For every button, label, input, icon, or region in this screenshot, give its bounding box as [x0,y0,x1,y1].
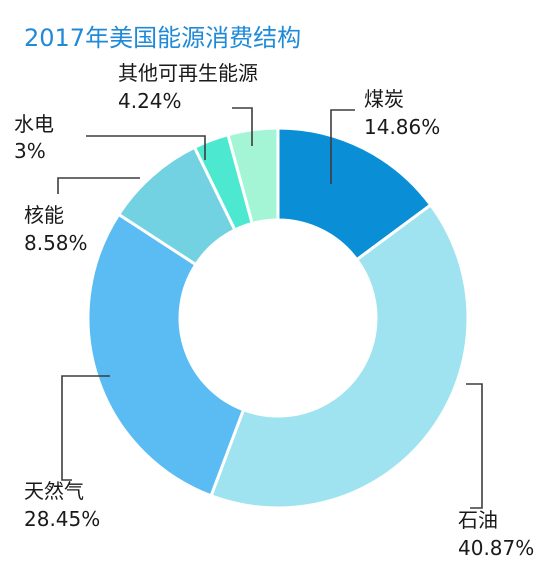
leader-line-3 [61,375,110,481]
slice-3 [86,212,246,498]
slice-value-label: 40.87% [458,536,534,560]
leader-line-4 [57,177,140,194]
slice-value-label: 4.24% [118,89,182,113]
slice-value-label: 3% [14,139,46,163]
slice-name-label: 煤炭 [364,87,404,111]
slice-name-label: 其他可再生能源 [118,61,258,85]
leader-line-2 [466,383,483,509]
slice-value-label: 28.45% [24,507,100,531]
slice-6 [226,126,280,226]
slice-name-label: 石油 [458,508,498,532]
slice-2 [209,202,470,510]
slice-value-label: 8.58% [24,231,88,255]
slice-name-label: 水电 [14,112,54,136]
slice-labels: 煤炭 14.86% 石油 40.87% 天然气 28.45% 核能 8.58% 水电 3% 其他可再… [14,61,534,560]
slice-name-label: 核能 [24,203,64,227]
leader-line-1 [330,109,355,184]
donut-slices [86,126,470,510]
chart-title: 2017年美国能源消费结构 [24,24,301,52]
slice-value-label: 14.86% [364,115,440,139]
leader-lines [57,107,483,509]
leader-line-6 [232,107,253,146]
slice-name-label: 天然气 [24,479,84,503]
leader-line-5 [86,135,206,160]
